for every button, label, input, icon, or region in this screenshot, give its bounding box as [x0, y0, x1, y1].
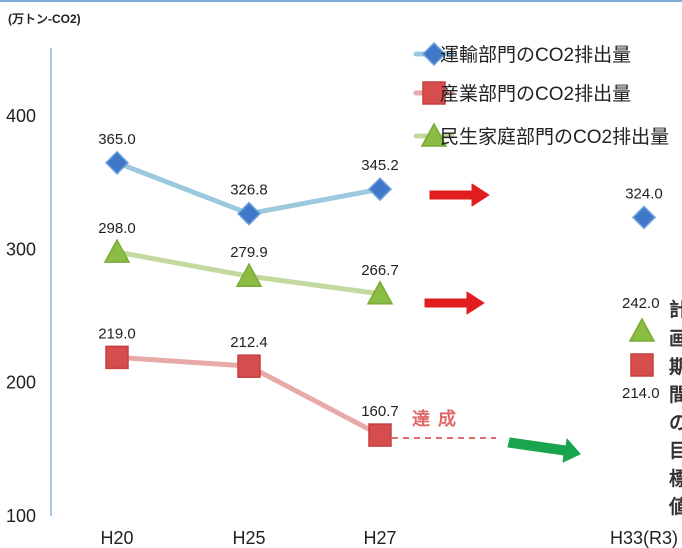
achieved-annotation: 達成: [412, 408, 464, 429]
legend-marker: [420, 122, 448, 147]
data-point-1-0: [105, 345, 129, 370]
data-point-2-2: [366, 280, 394, 305]
target-point-industrial: [630, 353, 654, 377]
household-trend-arrow: [424, 291, 485, 315]
target-period-note-char: の: [669, 413, 682, 434]
target-period-note-char: 値: [668, 496, 682, 518]
x-tick-label: H27: [363, 528, 396, 548]
data-label: 279.9: [230, 244, 268, 261]
unit-label: (万トン-CO2): [8, 12, 81, 26]
legend-marker: [421, 41, 447, 67]
data-label: 326.8: [230, 182, 268, 199]
legend-label: 運輸部門のCO2排出量: [440, 44, 631, 66]
data-label: 298.0: [98, 220, 136, 237]
legend-label: 産業部門のCO2排出量: [440, 83, 631, 105]
target-point-transport: [631, 205, 657, 230]
data-label: 212.4: [230, 334, 268, 351]
data-point-2-0: [103, 238, 131, 263]
data-point-1-2: [368, 423, 392, 447]
y-tick-label: 300: [6, 239, 36, 259]
data-point-0-0: [104, 150, 130, 175]
data-label: 365.0: [98, 131, 136, 148]
data-point-0-1: [236, 201, 262, 226]
y-tick-label: 400: [6, 106, 36, 126]
target-period-note-char: 標: [669, 467, 682, 490]
data-label: 266.7: [361, 262, 399, 279]
target-label-industrial: 214.0: [622, 385, 660, 402]
data-point-2-1: [235, 262, 263, 287]
target-point-household: [628, 317, 656, 342]
target-period-note-char: 目: [669, 441, 682, 462]
target-period-note-char: 計: [669, 298, 682, 321]
industrial-trend-arrow: [507, 437, 581, 463]
target-period-note-char: 画: [669, 329, 682, 350]
data-point-0-2: [367, 177, 393, 202]
target-period-note-char: 期: [669, 356, 682, 378]
x-tick-label: H20: [100, 528, 133, 548]
legend-marker: [422, 81, 446, 105]
target-label-transport: 324.0: [625, 185, 663, 202]
y-tick-label: 100: [6, 506, 36, 526]
data-label: 160.7: [361, 403, 399, 420]
y-tick-label: 200: [6, 373, 36, 393]
transport-trend-arrow: [429, 183, 490, 207]
data-point-1-1: [237, 354, 261, 378]
x-tick-label: H25: [232, 528, 265, 548]
data-label: 345.2: [361, 157, 399, 174]
legend-label: 民生家庭部門のCO2排出量: [440, 126, 669, 148]
data-label: 219.0: [98, 325, 136, 342]
x-tick-label: H33(R3): [610, 528, 678, 548]
target-label-household: 242.0: [622, 295, 660, 312]
target-period-note-char: 間: [669, 384, 682, 406]
